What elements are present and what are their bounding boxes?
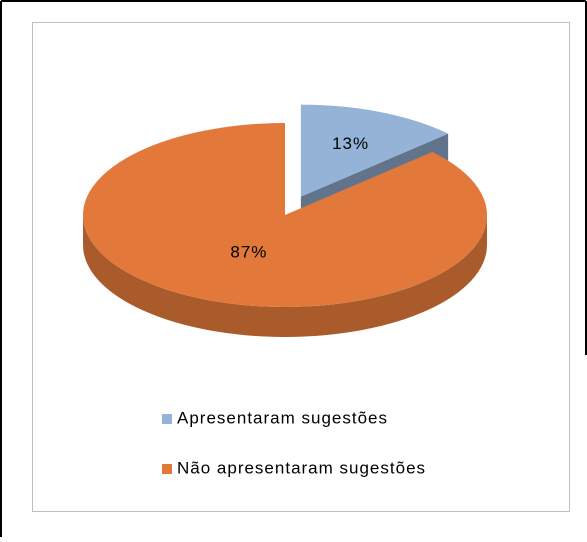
data-label: 87%	[230, 242, 267, 261]
pie: 13% 87%	[83, 104, 488, 337]
legend: Apresentaram sugestões Não apresentaram s…	[162, 408, 426, 477]
data-label: 13%	[332, 134, 369, 153]
pie-slice	[300, 104, 449, 197]
legend-swatch	[162, 414, 172, 424]
pie-slice	[83, 123, 488, 307]
legend-swatch	[162, 464, 172, 474]
pie-slice-side	[83, 215, 487, 337]
legend-label: Apresentaram sugestões	[177, 408, 388, 427]
legend-label: Não apresentaram sugestões	[177, 458, 426, 477]
